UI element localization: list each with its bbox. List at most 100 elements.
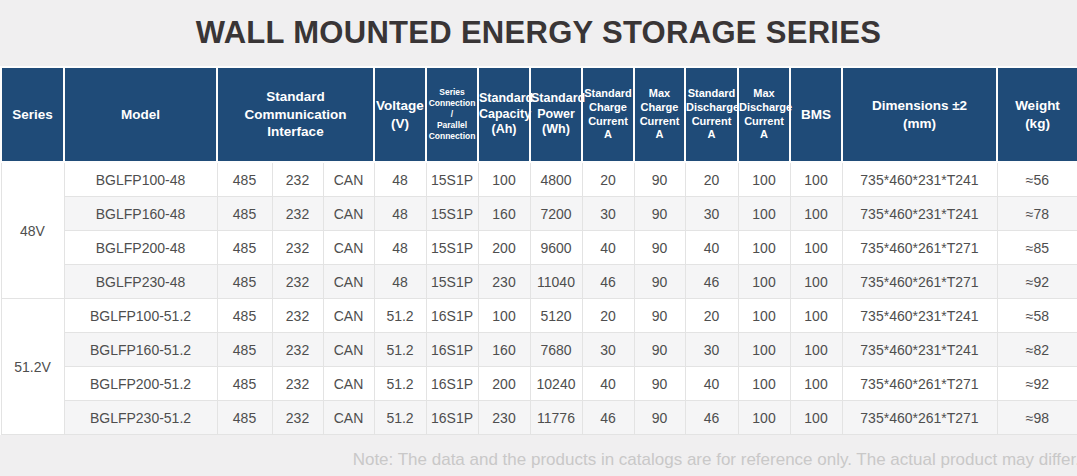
cell-connection: 15S1P bbox=[426, 162, 478, 197]
table-row: BGLFP160-51.2485232CAN51.216S1P160768030… bbox=[1, 333, 1077, 367]
cell-voltage: 51.2 bbox=[374, 299, 426, 333]
col-weight: Weight (kg) bbox=[997, 67, 1077, 162]
cell-weight: ≈98 bbox=[997, 401, 1077, 435]
cell-bms: 100 bbox=[790, 299, 842, 333]
cell-connection: 16S1P bbox=[426, 333, 478, 367]
cell-std-discharge: 40 bbox=[685, 367, 738, 401]
cell-bms: 100 bbox=[790, 265, 842, 299]
cell-model: BGLFP200-48 bbox=[64, 231, 217, 265]
cell-connection: 15S1P bbox=[426, 197, 478, 231]
cell-max-discharge: 100 bbox=[738, 333, 790, 367]
cell-rs485: 485 bbox=[217, 197, 272, 231]
cell-bms: 100 bbox=[790, 367, 842, 401]
col-power: Standard Power (Wh) bbox=[530, 67, 582, 162]
cell-dimensions: 735*460*261*T271 bbox=[842, 231, 997, 265]
cell-can: CAN bbox=[323, 333, 374, 367]
cell-model: BGLFP160-51.2 bbox=[64, 333, 217, 367]
table-body: 48VBGLFP100-48485232CAN4815S1P1004800209… bbox=[1, 162, 1077, 435]
cell-std-charge: 30 bbox=[582, 197, 634, 231]
cell-max-charge: 90 bbox=[634, 265, 685, 299]
cell-std-discharge: 20 bbox=[685, 162, 738, 197]
cell-max-discharge: 100 bbox=[738, 265, 790, 299]
cell-bms: 100 bbox=[790, 401, 842, 435]
cell-voltage: 51.2 bbox=[374, 401, 426, 435]
cell-capacity: 200 bbox=[478, 367, 530, 401]
cell-voltage: 51.2 bbox=[374, 333, 426, 367]
cell-rs232: 232 bbox=[272, 197, 323, 231]
cell-voltage: 48 bbox=[374, 197, 426, 231]
cell-max-discharge: 100 bbox=[738, 299, 790, 333]
cell-max-discharge: 100 bbox=[738, 197, 790, 231]
table-row: BGLFP160-48485232CAN4815S1P1607200309030… bbox=[1, 197, 1077, 231]
cell-weight: ≈92 bbox=[997, 265, 1077, 299]
table-row: 48VBGLFP100-48485232CAN4815S1P1004800209… bbox=[1, 162, 1077, 197]
series-group-label: 48V bbox=[1, 162, 64, 299]
cell-rs485: 485 bbox=[217, 231, 272, 265]
cell-power: 11040 bbox=[530, 265, 582, 299]
cell-power: 5120 bbox=[530, 299, 582, 333]
cell-max-charge: 90 bbox=[634, 367, 685, 401]
cell-max-charge: 90 bbox=[634, 299, 685, 333]
cell-capacity: 230 bbox=[478, 265, 530, 299]
cell-dimensions: 735*460*231*T241 bbox=[842, 299, 997, 333]
cell-can: CAN bbox=[323, 401, 374, 435]
col-connection: Series Connection / Parallel Connection bbox=[426, 67, 478, 162]
cell-rs232: 232 bbox=[272, 367, 323, 401]
cell-can: CAN bbox=[323, 299, 374, 333]
cell-std-discharge: 30 bbox=[685, 197, 738, 231]
cell-weight: ≈92 bbox=[997, 367, 1077, 401]
cell-power: 7200 bbox=[530, 197, 582, 231]
cell-std-discharge: 40 bbox=[685, 231, 738, 265]
cell-std-charge: 40 bbox=[582, 367, 634, 401]
cell-bms: 100 bbox=[790, 333, 842, 367]
cell-weight: ≈58 bbox=[997, 299, 1077, 333]
cell-capacity: 160 bbox=[478, 333, 530, 367]
cell-can: CAN bbox=[323, 197, 374, 231]
cell-rs485: 485 bbox=[217, 333, 272, 367]
cell-rs485: 485 bbox=[217, 299, 272, 333]
cell-std-charge: 20 bbox=[582, 299, 634, 333]
col-voltage: Voltage (V) bbox=[374, 67, 426, 162]
cell-std-charge: 46 bbox=[582, 265, 634, 299]
cell-power: 10240 bbox=[530, 367, 582, 401]
cell-rs485: 485 bbox=[217, 265, 272, 299]
cell-dimensions: 735*460*261*T271 bbox=[842, 265, 997, 299]
cell-power: 7680 bbox=[530, 333, 582, 367]
cell-connection: 16S1P bbox=[426, 299, 478, 333]
cell-model: BGLFP100-48 bbox=[64, 162, 217, 197]
cell-capacity: 160 bbox=[478, 197, 530, 231]
note-bar: Note: The data and the products in catal… bbox=[0, 435, 1077, 476]
cell-std-discharge: 46 bbox=[685, 265, 738, 299]
cell-connection: 16S1P bbox=[426, 401, 478, 435]
cell-rs485: 485 bbox=[217, 401, 272, 435]
cell-voltage: 48 bbox=[374, 231, 426, 265]
col-dimensions: Dimensions ±2 (mm) bbox=[842, 67, 997, 162]
cell-model: BGLFP200-51.2 bbox=[64, 367, 217, 401]
cell-rs485: 485 bbox=[217, 367, 272, 401]
cell-std-discharge: 20 bbox=[685, 299, 738, 333]
cell-weight: ≈82 bbox=[997, 333, 1077, 367]
col-capacity: Standard Capacity (Ah) bbox=[478, 67, 530, 162]
cell-capacity: 230 bbox=[478, 401, 530, 435]
table-row: BGLFP230-51.2485232CAN51.216S1P230117764… bbox=[1, 401, 1077, 435]
page-title: WALL MOUNTED ENERGY STORAGE SERIES bbox=[196, 15, 881, 51]
cell-max-charge: 90 bbox=[634, 401, 685, 435]
cell-dimensions: 735*460*261*T271 bbox=[842, 401, 997, 435]
cell-weight: ≈56 bbox=[997, 162, 1077, 197]
cell-model: BGLFP160-48 bbox=[64, 197, 217, 231]
cell-max-discharge: 100 bbox=[738, 367, 790, 401]
cell-dimensions: 735*460*231*T241 bbox=[842, 162, 997, 197]
cell-can: CAN bbox=[323, 231, 374, 265]
col-communication: Standard Communication Interface bbox=[217, 67, 374, 162]
cell-std-discharge: 46 bbox=[685, 401, 738, 435]
cell-model: BGLFP230-48 bbox=[64, 265, 217, 299]
cell-capacity: 100 bbox=[478, 162, 530, 197]
cell-max-discharge: 100 bbox=[738, 162, 790, 197]
cell-model: BGLFP100-51.2 bbox=[64, 299, 217, 333]
cell-bms: 100 bbox=[790, 231, 842, 265]
cell-max-charge: 90 bbox=[634, 333, 685, 367]
cell-dimensions: 735*460*231*T241 bbox=[842, 333, 997, 367]
col-max-discharge-current: Max Discharge Current A bbox=[738, 67, 790, 162]
table-header: Series Model Standard Communication Inte… bbox=[1, 67, 1077, 162]
table-row: BGLFP200-48485232CAN4815S1P2009600409040… bbox=[1, 231, 1077, 265]
